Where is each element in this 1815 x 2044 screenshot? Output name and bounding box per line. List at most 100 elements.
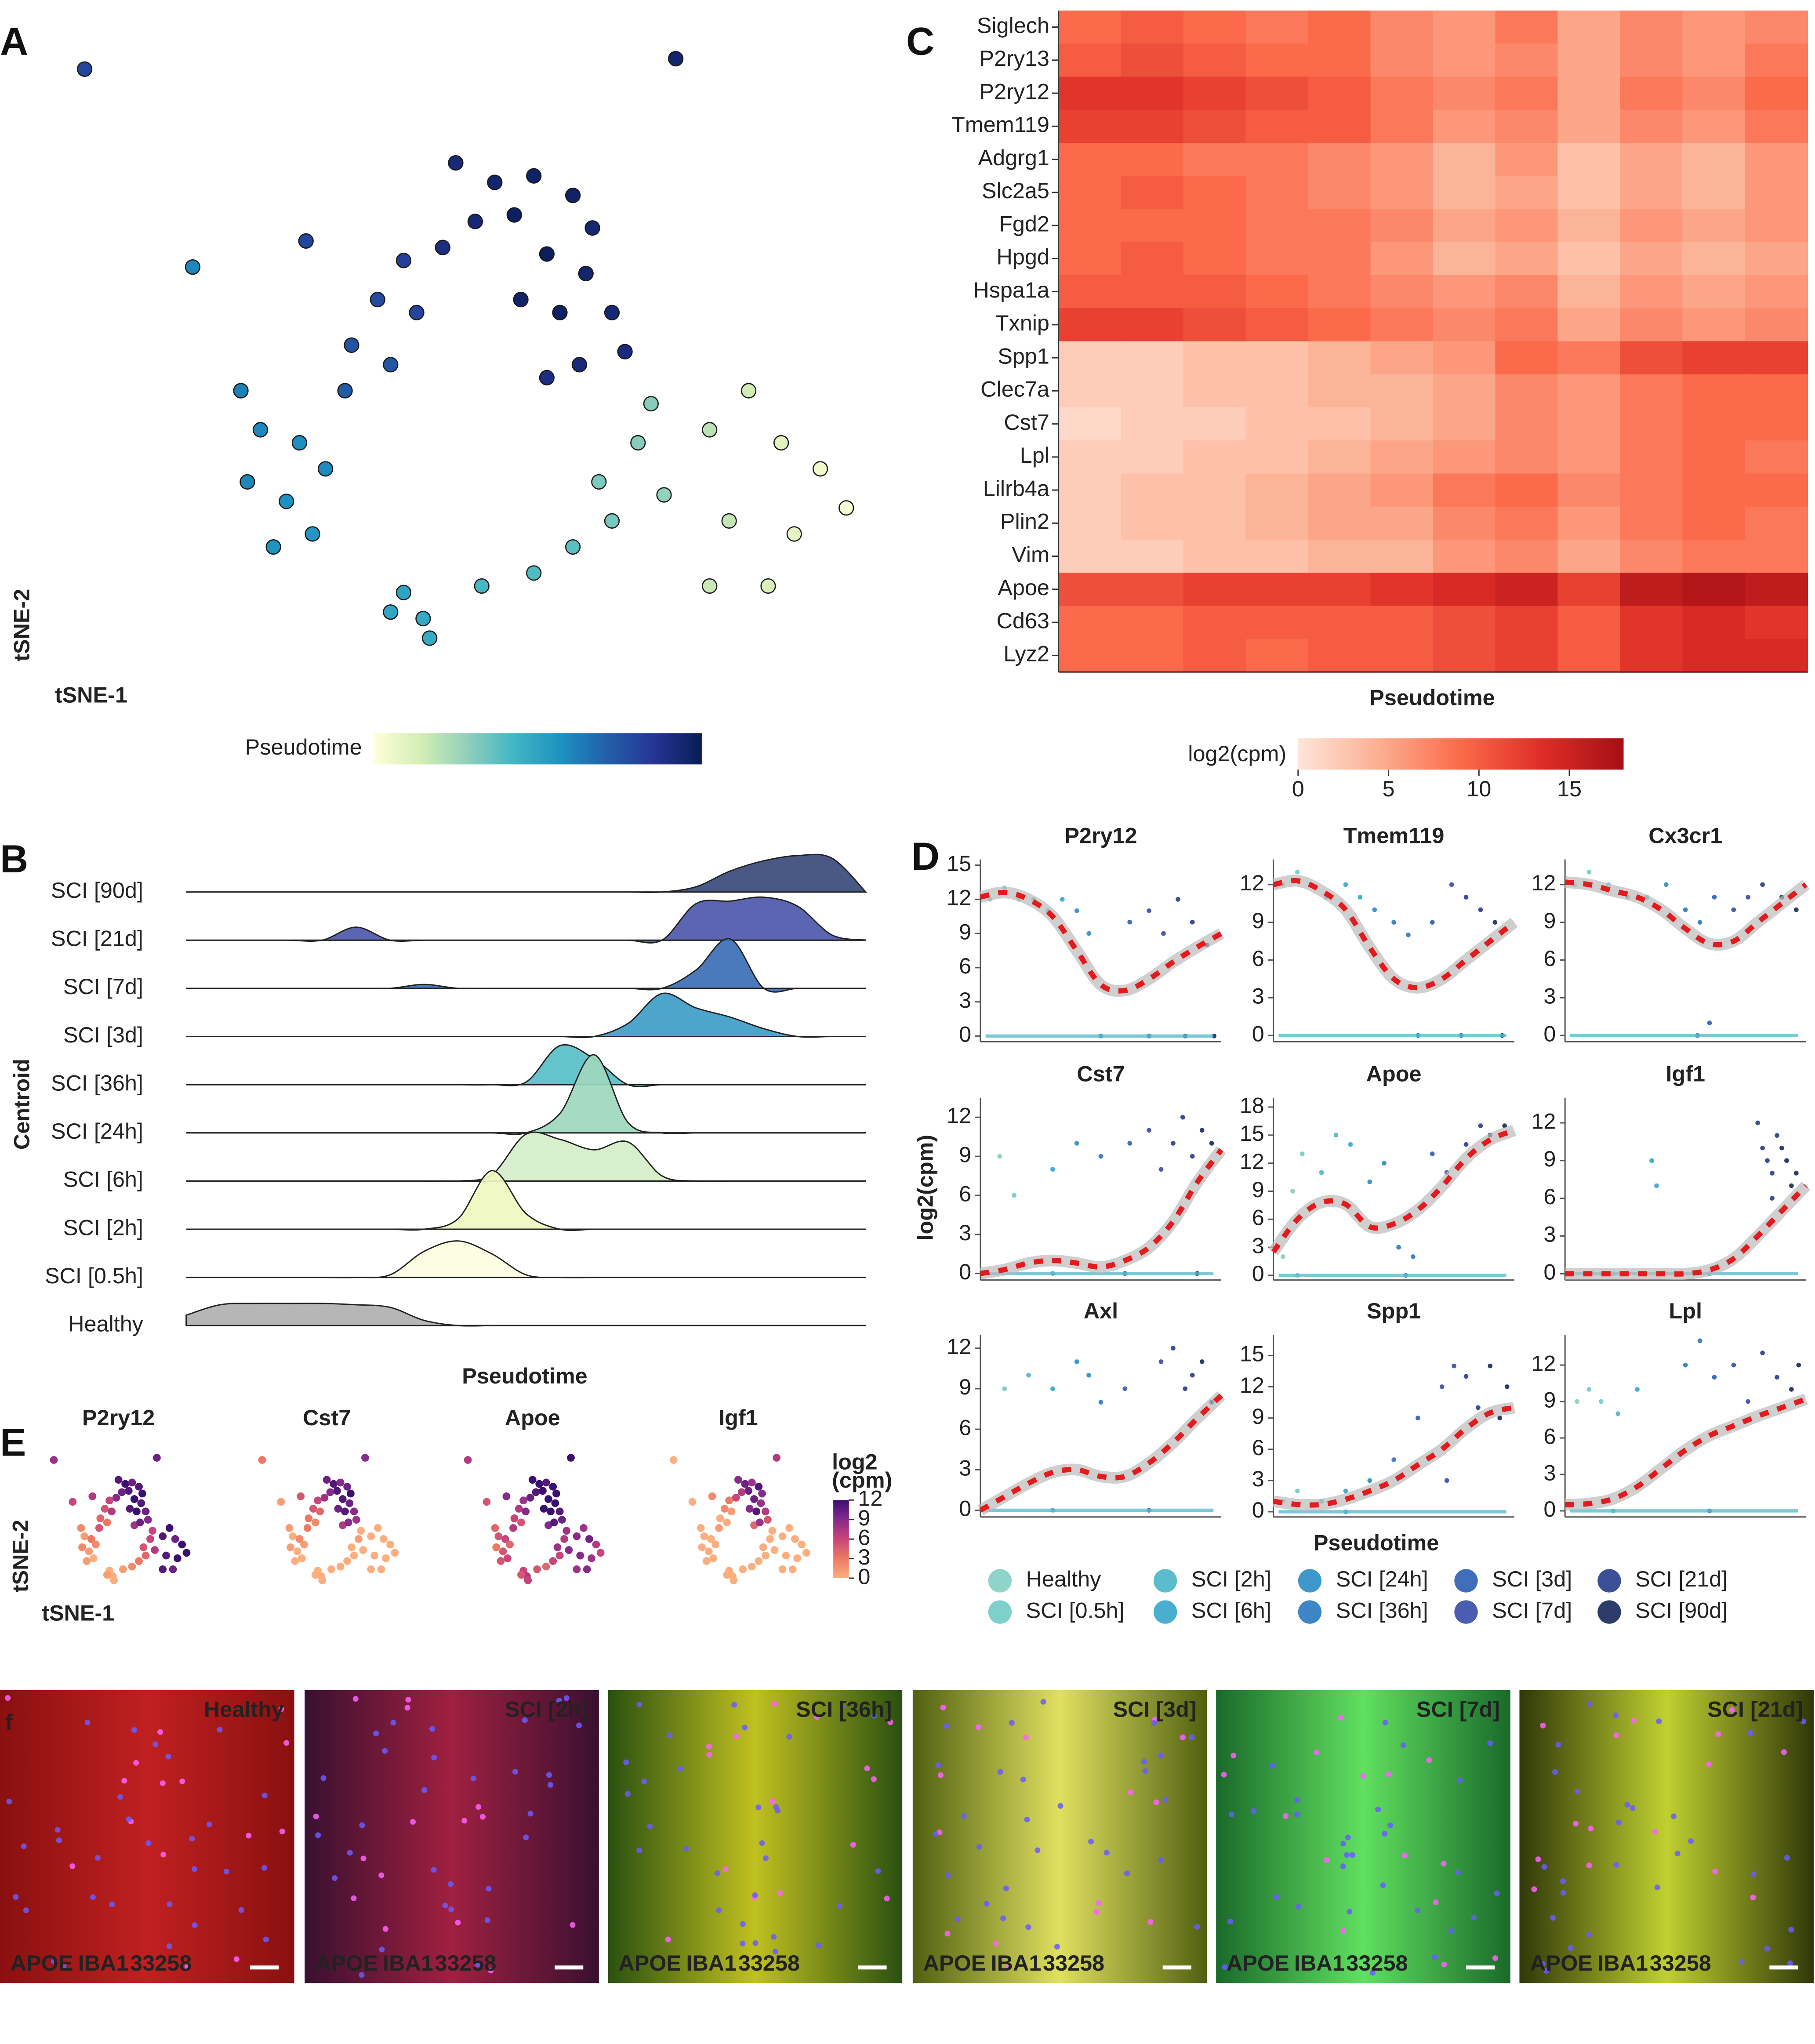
cell-point <box>151 1546 159 1554</box>
cell-point <box>1300 1151 1305 1156</box>
facet-title: Cst7 <box>1077 1061 1125 1086</box>
cell-point <box>1765 1158 1770 1163</box>
cell-nucleus <box>157 1729 163 1735</box>
heat-cell <box>1183 473 1247 508</box>
cell-nucleus <box>1162 1797 1169 1803</box>
y-tick-label: 3 <box>959 1220 971 1245</box>
cell-point <box>396 253 412 269</box>
cell-point <box>604 513 620 529</box>
cell-nucleus <box>1654 1884 1660 1891</box>
colorbar-tick-label: 5 <box>1383 776 1395 801</box>
cell-point <box>265 539 281 555</box>
trend-ribbon <box>1272 875 1518 994</box>
heat-cell <box>1557 473 1621 508</box>
heat-cell <box>1121 109 1184 144</box>
cell-point <box>316 1507 324 1516</box>
cell-point <box>69 1498 77 1506</box>
legend-swatch <box>1153 1600 1177 1624</box>
cell-point <box>494 1532 503 1540</box>
y-tick-label: 3 <box>1252 1233 1264 1258</box>
cell-point <box>142 1507 150 1516</box>
heat-cell <box>1557 639 1621 673</box>
cell-point <box>80 1532 89 1540</box>
heat-cell <box>1183 506 1247 541</box>
heat-cell <box>1620 639 1684 673</box>
cell-point <box>730 1576 738 1584</box>
category-label: SCI [3d] <box>63 1022 143 1047</box>
cell-nucleus <box>992 1940 998 1946</box>
cell-point <box>355 1535 363 1543</box>
cell-nucleus <box>21 1843 27 1849</box>
trend-line <box>1565 879 1808 948</box>
cell-nucleus <box>373 1730 379 1736</box>
cell-nucleus <box>1535 1856 1541 1862</box>
cell-point <box>596 1549 605 1557</box>
cell-nucleus <box>1104 1849 1110 1856</box>
cell-point <box>1683 1362 1688 1368</box>
cell-nucleus <box>563 1695 570 1701</box>
cell-point <box>1348 1142 1353 1147</box>
y-tick-label: 9 <box>959 1374 971 1399</box>
cell-point <box>1784 1158 1789 1163</box>
cell-nucleus <box>1228 1812 1234 1818</box>
cell-nucleus <box>1784 1855 1790 1861</box>
cell-nucleus <box>1345 1834 1351 1841</box>
cell-nucleus <box>1630 1805 1636 1811</box>
cell-nucleus <box>360 1855 367 1862</box>
heat-cell <box>1620 275 1684 309</box>
cell-point <box>1209 1141 1214 1146</box>
cell-nucleus <box>167 1901 173 1907</box>
cell-point <box>1343 1489 1348 1493</box>
cell-point <box>739 1565 747 1573</box>
cell-nucleus <box>1688 1838 1694 1844</box>
cell-nucleus <box>131 1727 137 1733</box>
cell-nucleus <box>775 1808 781 1814</box>
cell-point <box>802 1549 810 1557</box>
cell-point <box>87 1535 95 1543</box>
y-tick-label: 9 <box>1252 1404 1264 1429</box>
cell-nucleus <box>1375 1806 1381 1812</box>
cell-nucleus <box>359 1822 365 1828</box>
cell-point <box>1171 1141 1176 1146</box>
cell-nucleus <box>1380 1882 1386 1888</box>
cell-nucleus <box>1560 1890 1566 1896</box>
cell-point <box>764 1516 772 1524</box>
cell-point <box>547 1507 555 1516</box>
y-tick-label: 9 <box>959 919 971 944</box>
heat-cell <box>1308 639 1372 673</box>
cell-nucleus <box>1586 1862 1592 1868</box>
cell-point <box>311 1571 319 1579</box>
cell-nucleus <box>1344 1852 1350 1858</box>
heat-cell <box>1370 76 1434 111</box>
cell-point <box>152 1454 161 1462</box>
cell-nucleus <box>752 1892 758 1898</box>
cell-point <box>422 630 438 646</box>
heat-cell <box>1745 308 1808 342</box>
cell-point <box>1775 1375 1779 1380</box>
cell-point <box>756 1518 764 1527</box>
cell-point <box>592 1540 600 1549</box>
y-tick-label: 9 <box>1543 1387 1556 1412</box>
cell-point <box>1796 1362 1801 1368</box>
category-label: SCI [90d] <box>51 878 143 903</box>
cell-point <box>370 1551 378 1560</box>
cell-point <box>711 1540 720 1549</box>
cell-nucleus <box>1180 1734 1186 1740</box>
cell-point <box>725 1496 733 1505</box>
cell-point <box>553 1543 562 1551</box>
cell-point <box>1411 1254 1416 1259</box>
cell-nucleus <box>944 1931 951 1937</box>
cell-point <box>101 1505 109 1513</box>
cell-point <box>165 1524 174 1532</box>
cell-point <box>383 604 399 620</box>
colorbar-tick-label: 3 <box>858 1544 870 1569</box>
cell-point <box>383 357 399 373</box>
cell-point <box>555 1551 564 1560</box>
cell-point <box>1794 907 1799 912</box>
y-tick-label: 12 <box>1240 870 1264 895</box>
micrograph <box>1216 1690 1510 1983</box>
heat-cell <box>1745 176 1808 210</box>
y-tick-label: 3 <box>959 988 971 1013</box>
heat-cell <box>1183 76 1247 111</box>
cell-point <box>1333 1133 1339 1138</box>
